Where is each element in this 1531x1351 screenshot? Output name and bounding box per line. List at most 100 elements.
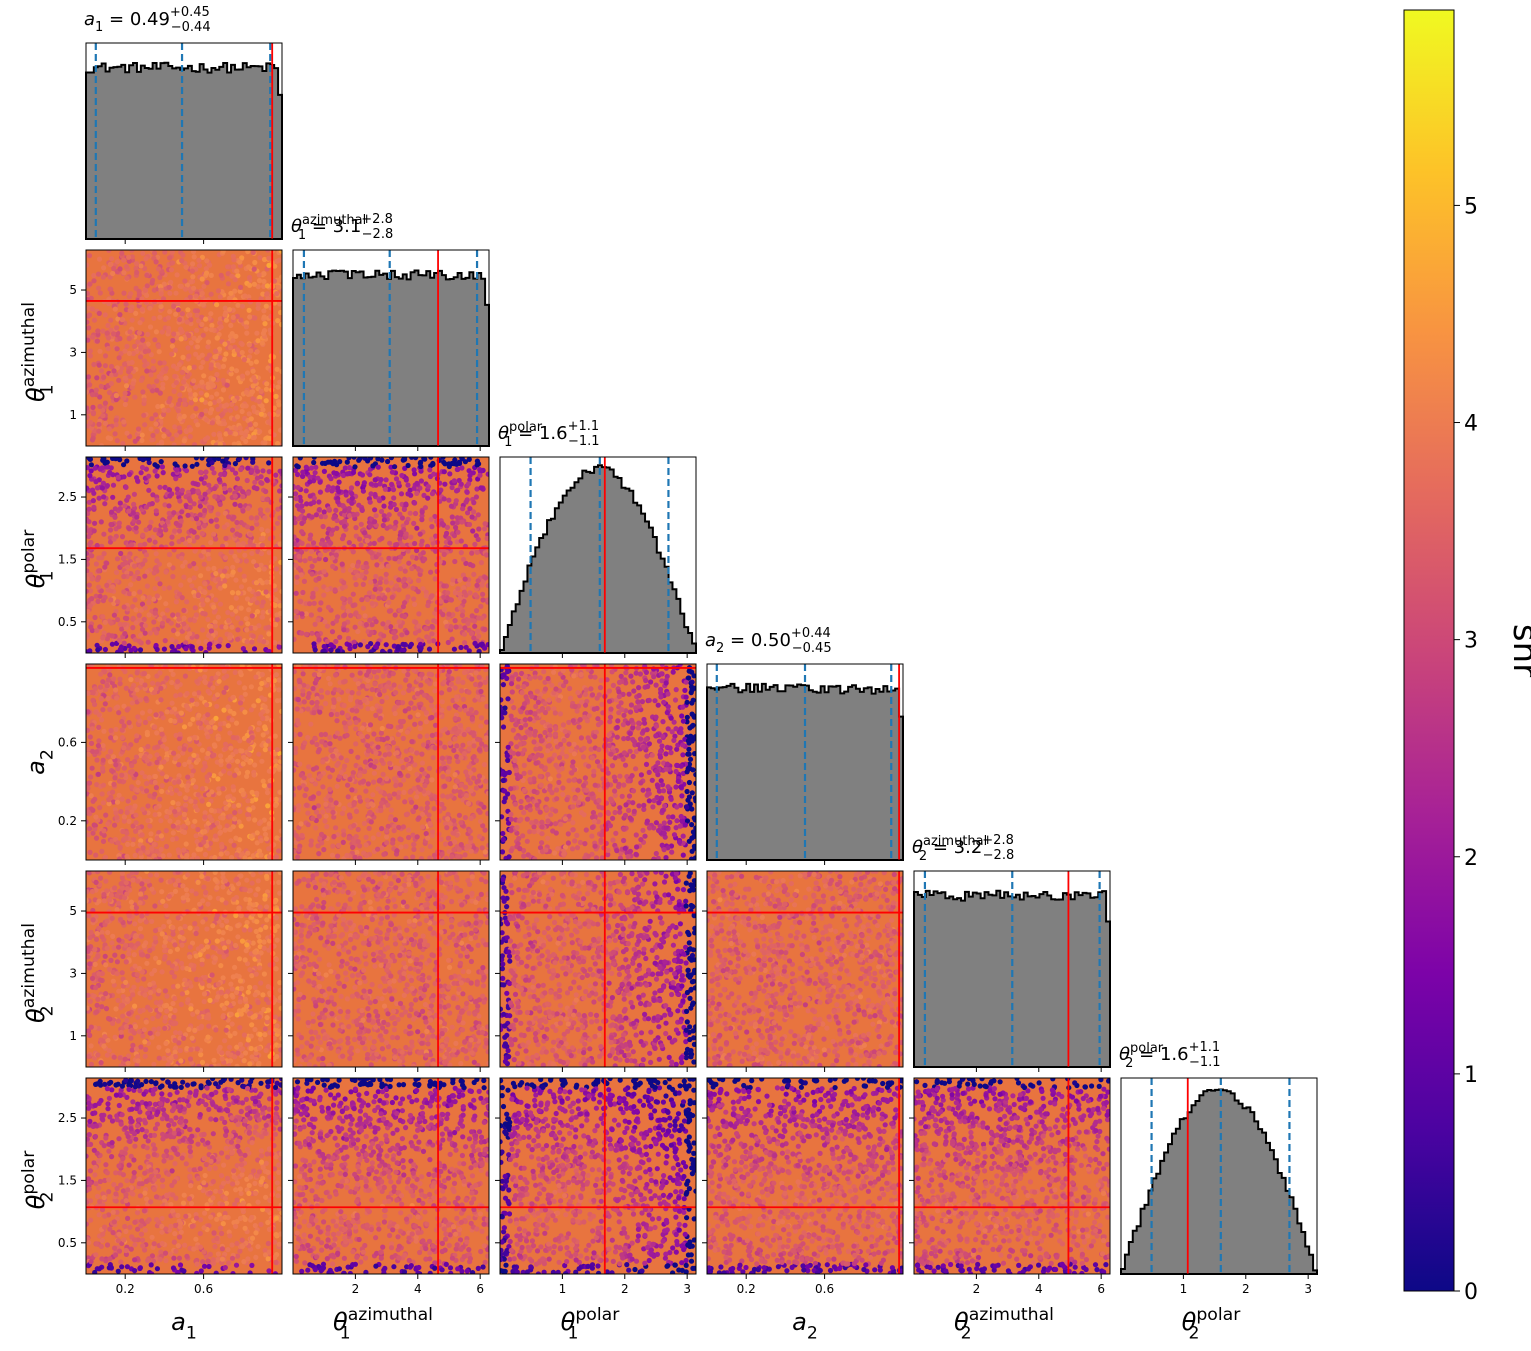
scatter-point xyxy=(266,631,272,637)
scatter-point xyxy=(90,404,96,410)
scatter-point xyxy=(176,644,182,650)
scatter-point xyxy=(194,534,200,540)
scatter-point xyxy=(188,798,194,804)
scatter-point xyxy=(404,520,410,526)
scatter-point xyxy=(163,527,169,533)
scatter-point xyxy=(278,570,282,576)
scatter-point xyxy=(215,614,221,620)
scatter-point xyxy=(186,496,192,502)
scatter-point xyxy=(191,254,197,260)
scatter-point xyxy=(313,825,319,831)
scatter-point xyxy=(433,548,439,554)
scatter-point xyxy=(388,624,394,630)
scatter-point xyxy=(121,270,127,276)
scatter-point xyxy=(247,807,253,813)
scatter-point xyxy=(194,634,200,640)
scatter-point xyxy=(201,283,207,289)
scatter-point xyxy=(216,790,222,796)
scatter-point xyxy=(263,436,269,442)
scatter-point xyxy=(173,311,179,317)
scatter-point xyxy=(339,536,346,542)
scatter-point xyxy=(170,800,176,806)
scatter-point xyxy=(408,492,414,498)
scatter-point xyxy=(405,482,411,488)
scatter-point xyxy=(100,635,106,641)
title-a1: a1 = 0.49+0.45 −0.44 xyxy=(84,5,211,35)
scatter-point xyxy=(86,727,91,733)
scatter-point xyxy=(363,622,369,628)
scatter-point xyxy=(300,508,306,514)
scatter-point xyxy=(140,595,146,601)
scatter-point xyxy=(474,608,480,614)
scatter-point xyxy=(263,386,269,392)
scatter-point xyxy=(179,311,185,317)
scatter-point xyxy=(86,516,89,522)
scatter-point xyxy=(240,791,246,798)
scatter-point xyxy=(439,521,445,527)
scatter-point xyxy=(224,402,230,408)
scatter-point xyxy=(228,854,235,860)
scatter-point xyxy=(251,646,258,652)
scatter-point xyxy=(195,757,201,763)
scatter-point xyxy=(202,518,208,524)
scatter-point xyxy=(86,506,92,512)
scatter-point xyxy=(176,762,182,768)
histogram-a1 xyxy=(85,61,283,240)
scatter-point xyxy=(250,383,256,389)
scatter-point xyxy=(199,747,205,753)
scatter-point xyxy=(170,573,176,580)
scatter-point xyxy=(177,316,183,323)
scatter-point xyxy=(199,314,205,320)
scatter-point xyxy=(471,509,477,515)
scatter-point xyxy=(113,457,119,462)
scatter-point xyxy=(262,321,268,327)
scatter-point xyxy=(128,291,134,297)
scatter-point xyxy=(127,329,133,335)
scatter-point xyxy=(276,750,282,757)
scatter-point xyxy=(140,250,146,256)
scatter-point xyxy=(212,833,219,839)
scatter-point xyxy=(94,485,101,491)
scatter-point xyxy=(259,680,265,687)
scatter-point xyxy=(169,343,175,349)
scatter-point xyxy=(87,603,93,609)
scatter-point xyxy=(196,318,202,324)
scatter-point xyxy=(212,623,219,629)
scatter-point xyxy=(180,354,186,360)
scatter-point xyxy=(203,639,209,645)
scatter-point xyxy=(343,492,349,498)
scatter-point xyxy=(402,600,408,606)
scatter-point xyxy=(86,690,91,696)
scatter-point xyxy=(106,801,112,807)
scatter-point xyxy=(184,634,190,641)
scatter-point xyxy=(194,807,200,813)
scatter-point xyxy=(225,281,232,287)
scatter-point xyxy=(347,513,353,519)
scatter-point xyxy=(242,709,248,715)
scatter-point xyxy=(131,501,137,507)
scatter-point xyxy=(190,261,196,267)
scatter-point xyxy=(198,573,204,579)
scatter-point xyxy=(128,647,134,653)
scatter-point xyxy=(234,347,241,353)
scatter-point xyxy=(485,675,489,681)
scatter-point xyxy=(221,356,227,362)
scatter-point xyxy=(205,712,211,718)
scatter-point xyxy=(419,847,425,853)
scatter-point xyxy=(116,856,123,860)
scatter-point xyxy=(414,547,420,554)
scatter-point xyxy=(158,726,164,733)
scatter-point xyxy=(142,682,148,688)
scatter-point xyxy=(251,772,257,778)
scatter-point xyxy=(328,476,334,482)
scatter-point xyxy=(308,721,314,727)
scatter-point xyxy=(217,501,223,507)
scatter-point xyxy=(229,366,235,372)
scatter-point xyxy=(249,798,255,804)
scatter-point xyxy=(265,250,271,253)
scatter-point xyxy=(86,253,93,259)
scatter-point xyxy=(150,358,156,364)
scatter-point xyxy=(114,799,121,805)
scatter-points xyxy=(86,250,282,446)
scatter-point xyxy=(239,748,245,754)
